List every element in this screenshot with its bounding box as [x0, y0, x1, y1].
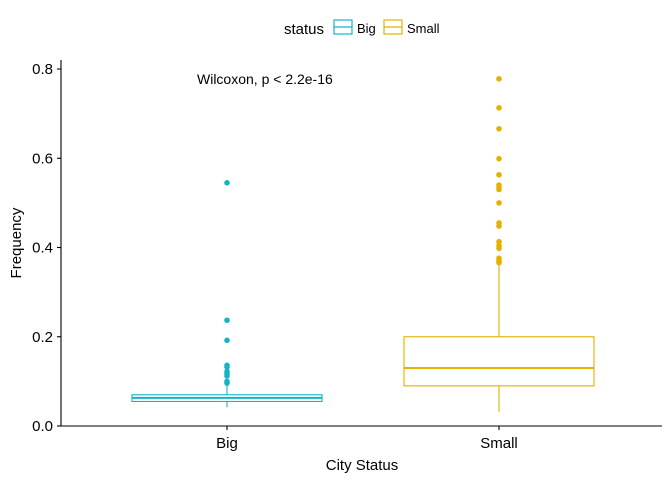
outlier-point [496, 200, 502, 206]
outlier-point [496, 186, 502, 193]
outlier-point [224, 373, 230, 379]
x-tick-label: Big [216, 435, 238, 452]
box-small [403, 76, 595, 412]
box-big [131, 179, 323, 408]
legend-label-small: Small [407, 21, 440, 36]
outlier-point [224, 337, 230, 344]
x-tick-label: Small [480, 435, 518, 452]
legend-key-big [333, 19, 353, 35]
outlier-point [224, 317, 230, 324]
y-tick-label: 0.4 [32, 240, 53, 257]
outlier-point [496, 105, 502, 111]
outlier-point [224, 179, 230, 186]
y-tick-label: 0.6 [32, 150, 53, 167]
stat-annotation: Wilcoxon, p < 2.2e-16 [197, 71, 333, 87]
y-axis-ticks: 0.0 0.2 0.4 0.6 0.8 [32, 61, 61, 435]
legend-key-small [383, 19, 403, 35]
x-axis-ticks: Big Small [216, 426, 518, 452]
outlier-point [224, 380, 230, 386]
outlier-point [496, 259, 502, 266]
legend: status Big Small [284, 19, 440, 38]
legend-title: status [284, 21, 324, 38]
legend-label-big: Big [357, 21, 376, 36]
outlier-point [496, 238, 502, 245]
outlier-point [496, 155, 502, 162]
y-tick-label: 0.8 [32, 61, 53, 78]
outlier-point [496, 76, 502, 82]
outlier-point [496, 245, 502, 252]
y-axis-title: Frequency [8, 207, 25, 278]
y-tick-label: 0.2 [32, 329, 53, 346]
x-axis-title: City Status [326, 457, 399, 474]
y-tick-label: 0.0 [32, 418, 53, 435]
outlier-point [496, 223, 502, 229]
outlier-point [224, 364, 230, 370]
outlier-point [496, 171, 502, 178]
box-iqr [403, 336, 595, 387]
outlier-point [496, 125, 502, 132]
boxes [131, 76, 595, 412]
